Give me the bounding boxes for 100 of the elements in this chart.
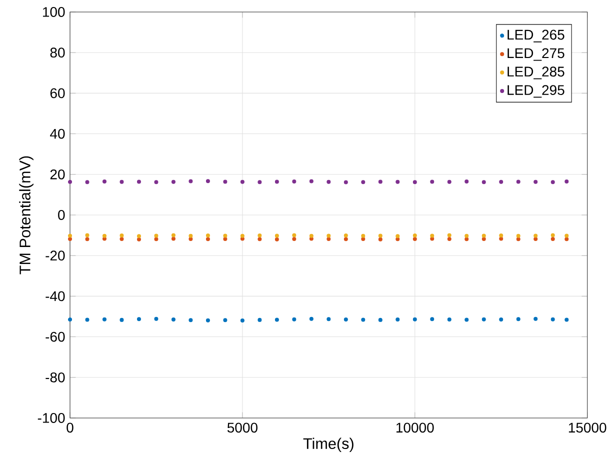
point: [258, 233, 262, 238]
point: [447, 180, 452, 184]
point: [136, 180, 141, 184]
point: [206, 179, 210, 184]
point: [154, 237, 158, 242]
point: [223, 318, 228, 322]
point: [564, 318, 569, 322]
point: [258, 180, 262, 184]
point: [499, 180, 504, 184]
point: [344, 237, 348, 242]
point: [136, 234, 141, 238]
point: [240, 234, 244, 238]
point: [378, 318, 382, 322]
point: [85, 237, 90, 242]
x-tick-label: 5000: [227, 422, 258, 433]
point: [188, 318, 193, 322]
point: [412, 236, 417, 241]
point: [292, 233, 296, 238]
point: [378, 180, 382, 184]
point: [482, 234, 486, 238]
point: [154, 234, 158, 238]
point: [326, 180, 331, 184]
point: [326, 317, 331, 322]
point: [102, 179, 106, 184]
point: [482, 180, 486, 184]
legend-label: LED_285: [508, 66, 564, 80]
point: [171, 233, 176, 238]
point: [516, 237, 520, 242]
point: [136, 237, 141, 242]
y-tick-label: 100: [43, 7, 65, 17]
point: [499, 236, 504, 241]
point: [274, 318, 279, 322]
point: [102, 234, 106, 238]
point: [464, 234, 469, 238]
x-tick-label: 10000: [396, 422, 434, 433]
point: [102, 317, 106, 322]
point: [258, 318, 262, 322]
point: [206, 318, 210, 322]
point: [361, 236, 366, 241]
point: [564, 234, 569, 238]
point: [326, 234, 331, 238]
point: [412, 233, 417, 238]
point: [274, 180, 279, 184]
point: [361, 318, 366, 322]
point: [309, 234, 314, 238]
y-tick-label: -60: [46, 332, 65, 342]
point: [223, 234, 228, 238]
point: [120, 318, 124, 322]
point: [120, 180, 124, 184]
point: [464, 237, 469, 242]
point: [516, 234, 520, 238]
point: [534, 236, 538, 241]
y-axis-title: TM Potential(mV): [19, 156, 34, 274]
point: [516, 180, 520, 184]
point: [550, 317, 555, 322]
point: [309, 179, 314, 184]
point: [447, 236, 452, 241]
point: [258, 237, 262, 242]
point: [499, 233, 504, 238]
point: [464, 318, 469, 322]
point: [464, 179, 469, 184]
point: [206, 233, 210, 238]
y-tick-label: 0: [58, 210, 65, 220]
point: [361, 180, 366, 184]
y-tick-label: -40: [46, 291, 65, 302]
point: [396, 318, 400, 322]
point: [68, 234, 72, 238]
point: [309, 316, 314, 321]
point: [188, 236, 193, 241]
point: [412, 317, 417, 322]
point: [85, 318, 90, 322]
legend-label: LED_265: [508, 30, 564, 42]
point: [564, 237, 569, 242]
point: [550, 180, 555, 184]
point: [564, 179, 569, 184]
point: [534, 316, 538, 321]
point: [240, 318, 244, 323]
y-tick-label: 80: [50, 48, 65, 58]
point: [68, 180, 72, 184]
point: [171, 236, 176, 241]
point: [274, 234, 279, 238]
point: [361, 234, 366, 238]
point: [534, 234, 538, 238]
point: [396, 234, 400, 238]
point: [68, 318, 72, 322]
point: [378, 234, 382, 238]
y-tick-label: -80: [46, 372, 65, 382]
point: [534, 180, 538, 184]
point: [188, 179, 193, 184]
legend-label: LED_275: [508, 48, 564, 61]
point: [447, 318, 452, 322]
point: [482, 317, 486, 322]
point: [240, 180, 244, 184]
point: [412, 180, 417, 184]
point: [396, 237, 400, 242]
point: [430, 236, 434, 241]
point: [482, 236, 486, 241]
y-tick-label: 20: [50, 169, 65, 180]
point: [550, 233, 555, 238]
y-tick-label: 40: [50, 128, 65, 139]
